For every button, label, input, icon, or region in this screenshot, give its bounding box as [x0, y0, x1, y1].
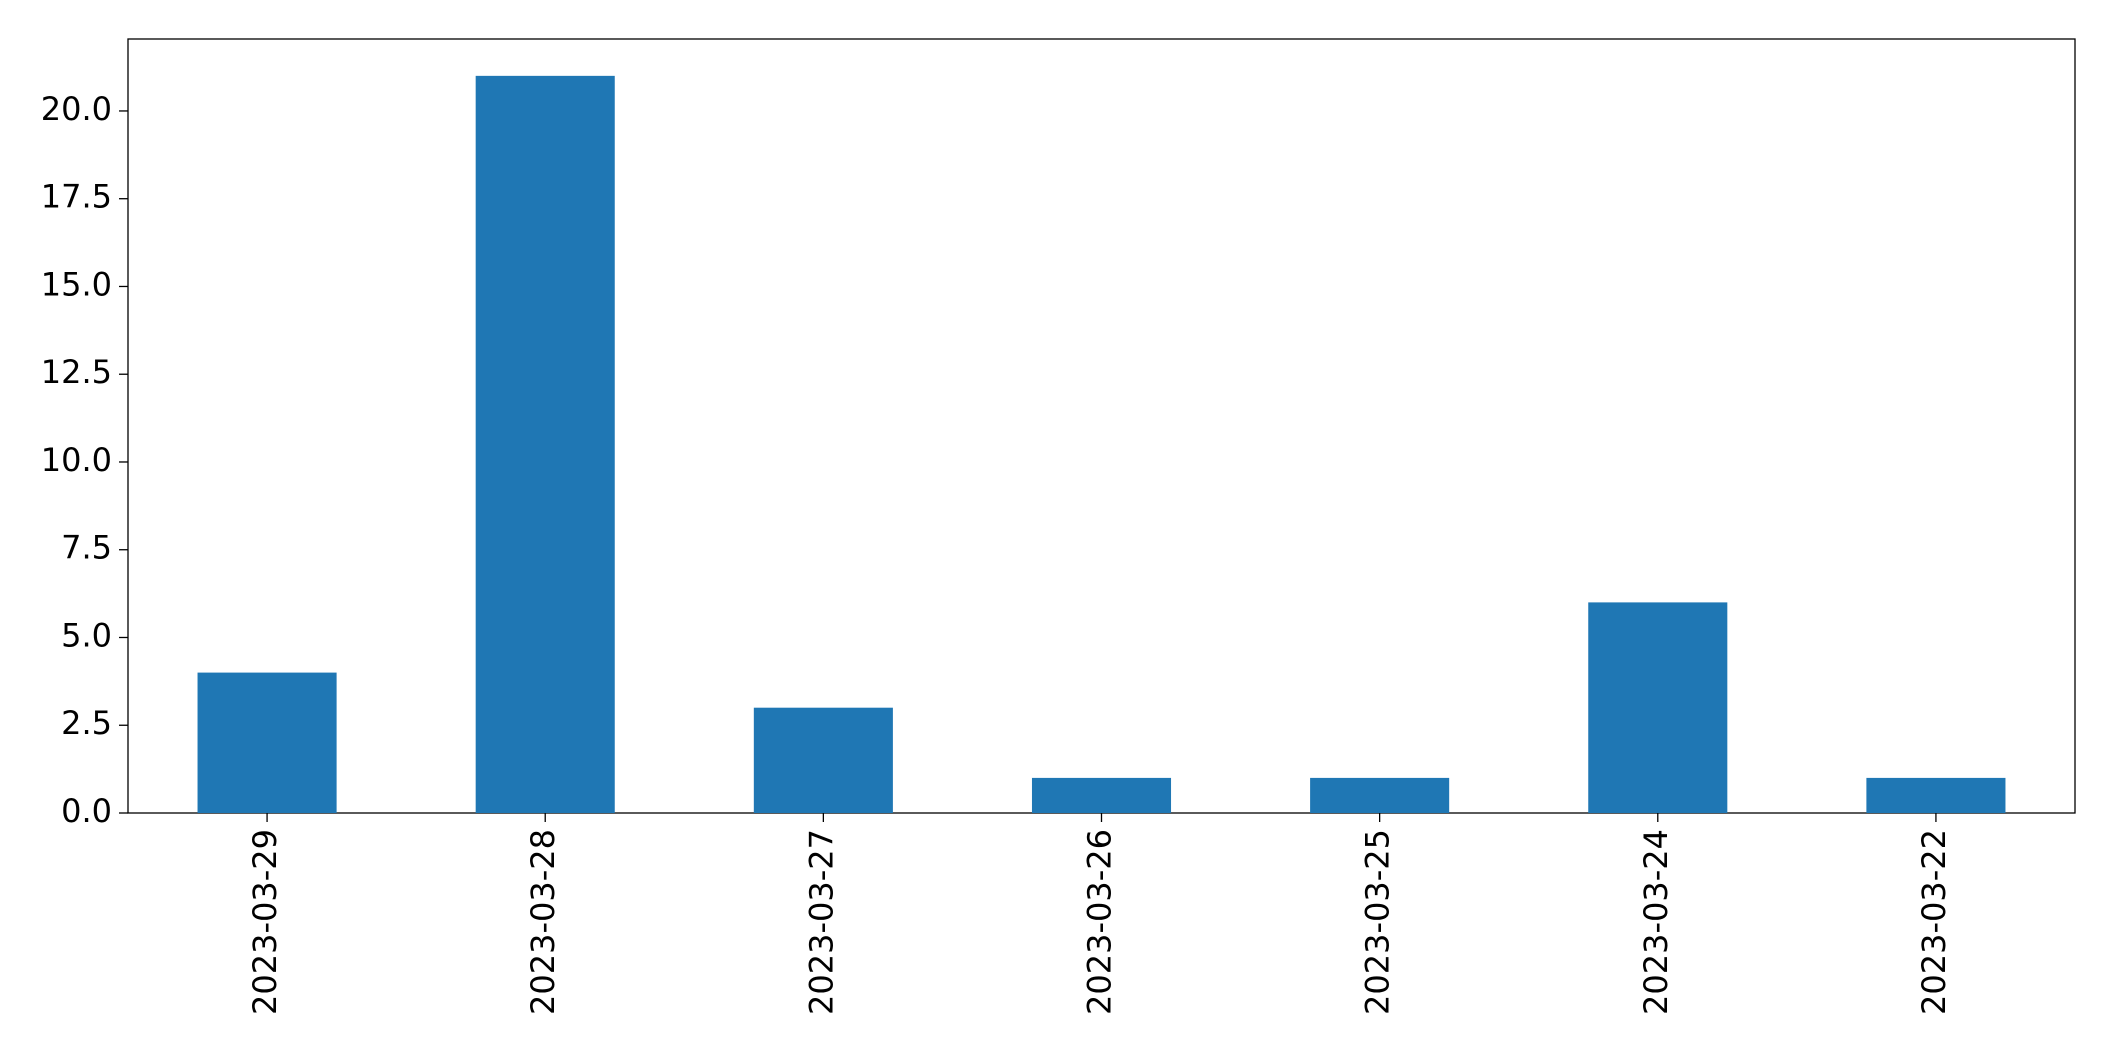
- bar: [753, 707, 893, 813]
- y-tick-label: 7.5: [61, 529, 112, 567]
- plot-frame: [127, 38, 2076, 814]
- x-tick-label: 2023-03-22: [1915, 829, 1953, 1015]
- y-tick-label: 12.5: [41, 353, 112, 391]
- y-tick-label: 10.0: [41, 441, 112, 479]
- x-tick-label: 2023-03-26: [1081, 829, 1119, 1015]
- bar: [1310, 777, 1450, 813]
- bar: [1031, 777, 1172, 813]
- y-tick-label: 15.0: [41, 265, 112, 303]
- bar: [475, 75, 615, 814]
- y-tick-label: 20.0: [41, 90, 112, 128]
- y-tick-label: 17.5: [41, 178, 112, 216]
- bar: [1588, 602, 1728, 813]
- x-tick-label: 2023-03-29: [246, 829, 284, 1015]
- bar: [197, 672, 337, 813]
- x-tick-label: 2023-03-25: [1359, 829, 1397, 1015]
- y-tick-label: 5.0: [61, 616, 112, 654]
- y-tick-label: 0.0: [61, 792, 112, 830]
- bar: [1866, 777, 2006, 813]
- y-tick-label: 2.5: [61, 704, 112, 742]
- x-tick-label: 2023-03-28: [524, 829, 562, 1015]
- x-tick-label: 2023-03-27: [802, 829, 840, 1015]
- x-tick-label: 2023-03-24: [1637, 829, 1675, 1015]
